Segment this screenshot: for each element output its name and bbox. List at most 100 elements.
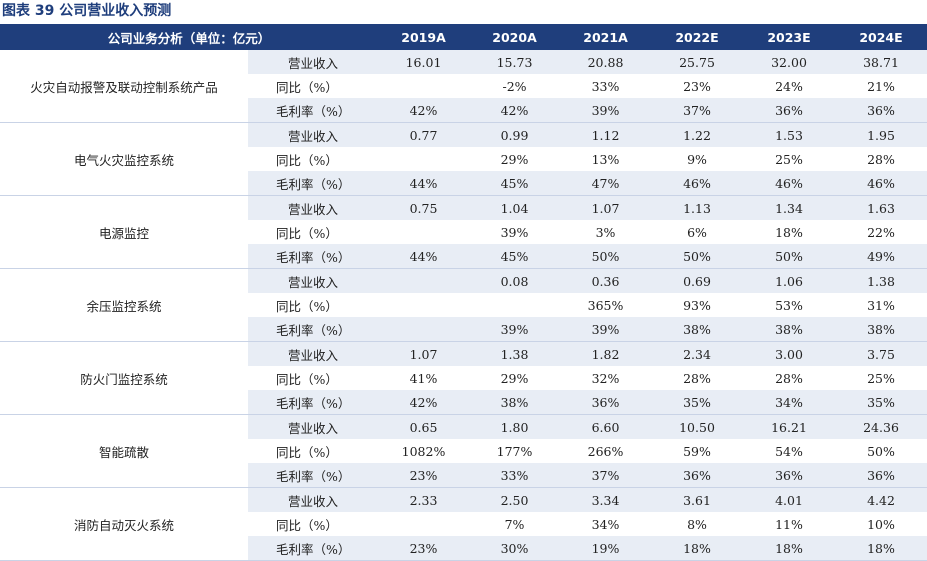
metric-label: 同比（%） bbox=[276, 298, 338, 314]
table-cell: 50% bbox=[867, 443, 895, 459]
table-cell: 177% bbox=[496, 443, 533, 459]
header-label: 公司业务分析（单位：亿元） bbox=[0, 24, 379, 50]
table-cell: 23% bbox=[378, 536, 470, 561]
table-cell: 22% bbox=[867, 224, 895, 240]
table-cell: 35% bbox=[835, 390, 927, 415]
table-cell: 18% bbox=[743, 536, 836, 561]
table-cell: 16.01 bbox=[378, 50, 470, 74]
table-cell: 50% bbox=[743, 244, 836, 269]
table-cell: 1.38 bbox=[835, 268, 927, 293]
table-cell: 36% bbox=[835, 98, 927, 123]
segment-name: 电源监控 bbox=[0, 195, 248, 269]
table-cell bbox=[378, 220, 469, 244]
table-cell: 365% bbox=[587, 297, 624, 313]
table-cell: 0.08 bbox=[469, 268, 561, 293]
table-cell: 29% bbox=[500, 370, 529, 386]
header-year: 2023E bbox=[743, 24, 836, 50]
table-cell: 3.75 bbox=[835, 341, 927, 366]
table-cell: 19% bbox=[560, 536, 652, 561]
segment-name: 智能疏散 bbox=[0, 414, 248, 488]
table-cell: 8% bbox=[687, 516, 707, 532]
table-row: 电源监控 营业收入 0.75 1.04 1.07 1.13 1.34 1.63 bbox=[0, 195, 927, 269]
table-header-row: 公司业务分析（单位：亿元） 2019A 2020A 2021A 2022E 20… bbox=[0, 24, 927, 50]
table-row: 毛利率（%） 39% 39% 38% 38% 38% bbox=[0, 317, 927, 342]
table-cell: 39% bbox=[560, 98, 652, 123]
table-cell: 28% bbox=[775, 370, 803, 386]
table-cell: 13% bbox=[591, 151, 620, 167]
table-cell: -2% bbox=[502, 78, 527, 94]
metric-label: 营业收入 bbox=[248, 487, 379, 512]
table-cell: 7% bbox=[504, 516, 525, 532]
table-cell: 42% bbox=[378, 390, 470, 415]
segment-name: 电气火灾监控系统 bbox=[0, 122, 248, 196]
segment-name: 余压监控系统 bbox=[0, 268, 248, 342]
table-cell: 54% bbox=[775, 443, 803, 459]
table-row: 防火门监控系统 营业收入 1.07 1.38 1.82 2.34 3.00 3.75 bbox=[0, 341, 927, 415]
table-cell: 23% bbox=[378, 463, 470, 488]
table-cell: 21% bbox=[867, 78, 895, 94]
table-cell bbox=[378, 74, 469, 98]
table-cell: 1.63 bbox=[835, 195, 927, 220]
table-cell: 0.36 bbox=[560, 268, 652, 293]
table-cell: 20.88 bbox=[560, 50, 652, 74]
table-cell: 45% bbox=[469, 244, 561, 269]
table-cell: 0.65 bbox=[378, 414, 470, 439]
table-cell: 266% bbox=[587, 443, 624, 459]
table-cell: 42% bbox=[469, 98, 561, 123]
table-cell: 1.12 bbox=[560, 122, 652, 147]
table-cell: 36% bbox=[743, 98, 836, 123]
table-cell: 1.04 bbox=[469, 195, 561, 220]
table-row: 同比（%） -2% 33% 23% 24% 21% bbox=[0, 74, 927, 98]
table-cell bbox=[378, 317, 470, 342]
table-cell: 25.75 bbox=[651, 50, 744, 74]
table-row: 智能疏散 营业收入 0.65 1.80 6.60 10.50 16.21 24.36 bbox=[0, 414, 927, 488]
metric-label: 同比（%） bbox=[276, 444, 338, 460]
table-cell bbox=[378, 293, 469, 317]
table-cell: 38% bbox=[835, 317, 927, 342]
table-cell: 35% bbox=[651, 390, 744, 415]
table-cell: 4.01 bbox=[743, 487, 836, 512]
metric-label: 毛利率（%） bbox=[248, 390, 379, 415]
revenue-forecast-table: 公司业务分析（单位：亿元） 2019A 2020A 2021A 2022E 20… bbox=[0, 24, 927, 561]
table-cell: 36% bbox=[651, 463, 744, 488]
table-row: 毛利率（%） 44% 45% 47% 46% 46% 46% bbox=[0, 171, 927, 196]
table-row: 电气火灾监控系统 营业收入 0.77 0.99 1.12 1.22 1.53 1.95 bbox=[0, 122, 927, 196]
metric-label: 毛利率（%） bbox=[248, 317, 379, 342]
table-cell: 1.82 bbox=[560, 341, 652, 366]
table-cell: 42% bbox=[378, 98, 470, 123]
table-row: 毛利率（%） 23% 33% 37% 36% 36% 36% bbox=[0, 463, 927, 488]
table-cell: 50% bbox=[560, 244, 652, 269]
table-cell bbox=[378, 147, 469, 171]
table-cell: 1.80 bbox=[469, 414, 561, 439]
table-cell: 3.00 bbox=[743, 341, 836, 366]
table-cell: 15.73 bbox=[469, 50, 561, 74]
table-cell: 28% bbox=[683, 370, 711, 386]
table-row: 余压监控系统 营业收入 0.08 0.36 0.69 1.06 1.38 bbox=[0, 268, 927, 342]
table-cell: 3.61 bbox=[651, 487, 744, 512]
table-cell: 2.34 bbox=[651, 341, 744, 366]
table-cell: 10% bbox=[867, 516, 895, 532]
table-cell: 16.21 bbox=[743, 414, 836, 439]
table-cell: 6% bbox=[687, 224, 707, 240]
metric-label: 毛利率（%） bbox=[248, 244, 379, 269]
table-cell: 49% bbox=[835, 244, 927, 269]
table-cell: 24.36 bbox=[835, 414, 927, 439]
metric-label: 毛利率（%） bbox=[248, 171, 379, 196]
table-cell: 32.00 bbox=[743, 50, 836, 74]
table-cell bbox=[469, 293, 560, 317]
table-cell: 1.22 bbox=[651, 122, 744, 147]
table-cell: 6.60 bbox=[560, 414, 652, 439]
table-row: 同比（%） 29% 13% 9% 25% 28% bbox=[0, 147, 927, 171]
header-year: 2020A bbox=[469, 24, 561, 50]
table-cell: 18% bbox=[775, 224, 803, 240]
metric-label: 同比（%） bbox=[276, 517, 338, 533]
metric-label: 毛利率（%） bbox=[248, 463, 379, 488]
table-cell: 46% bbox=[651, 171, 744, 196]
table-cell: 38% bbox=[743, 317, 836, 342]
header-year: 2022E bbox=[651, 24, 744, 50]
metric-label: 同比（%） bbox=[276, 371, 338, 387]
table-cell: 18% bbox=[835, 536, 927, 561]
table-row: 同比（%） 1082% 177% 266% 59% 54% 50% bbox=[0, 439, 927, 463]
table-cell: 36% bbox=[835, 463, 927, 488]
header-year: 2024E bbox=[835, 24, 927, 50]
